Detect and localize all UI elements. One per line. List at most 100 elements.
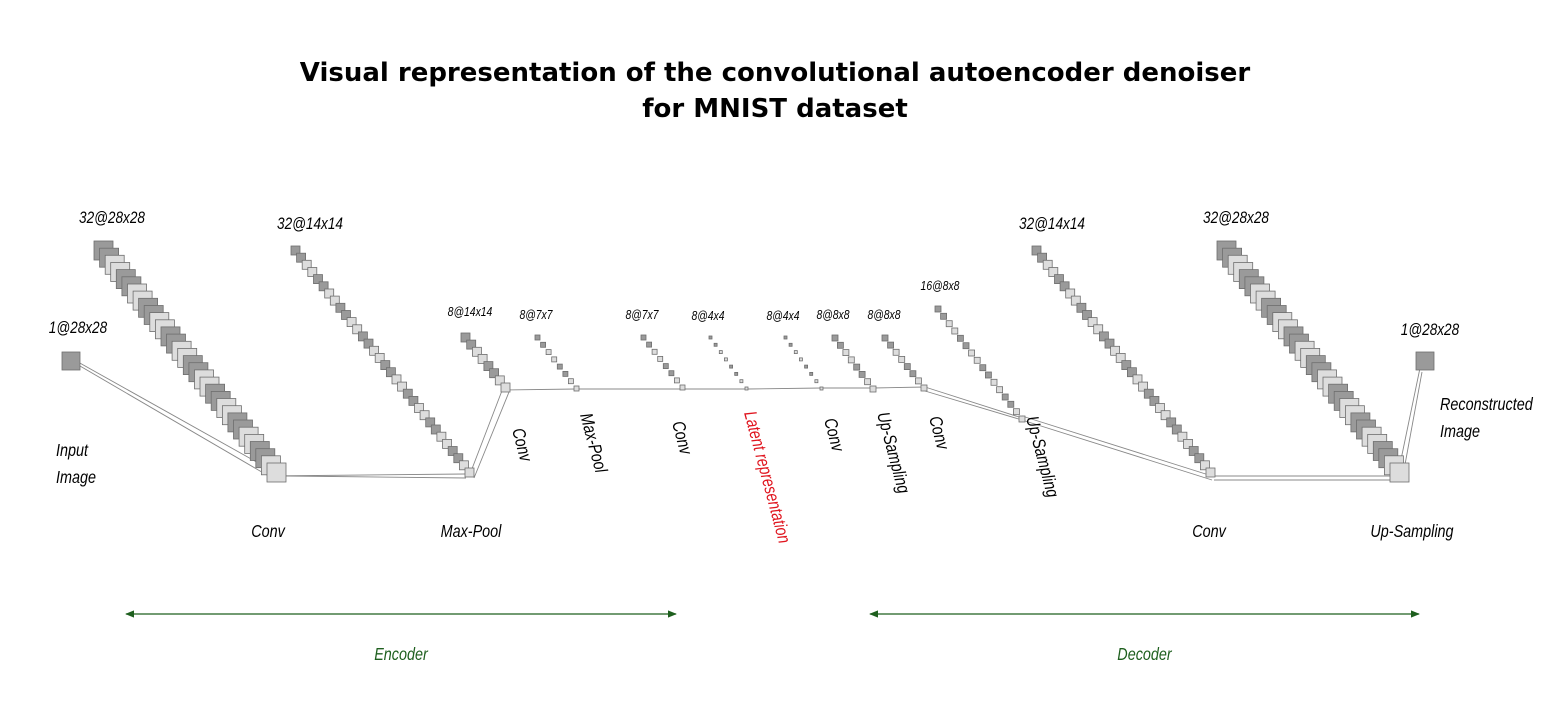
connector-line bbox=[505, 388, 577, 391]
layer-shape-label: 8@8x8 bbox=[816, 308, 849, 322]
feature-map bbox=[1110, 345, 1120, 356]
feature-map bbox=[477, 353, 488, 364]
operation-label-op12: Up-Sampling bbox=[1370, 522, 1453, 542]
connector-line bbox=[872, 386, 926, 389]
feature-map bbox=[573, 385, 580, 392]
connector-line bbox=[1021, 419, 1213, 481]
feature-map bbox=[718, 350, 723, 355]
feature-map bbox=[290, 245, 301, 256]
stack-conv5 bbox=[881, 334, 928, 392]
feature-map bbox=[729, 364, 733, 369]
feature-map bbox=[442, 438, 452, 449]
feature-map bbox=[788, 342, 793, 347]
feature-map bbox=[1037, 252, 1047, 263]
feature-map bbox=[545, 349, 552, 356]
feature-map bbox=[674, 377, 680, 384]
feature-map bbox=[1415, 351, 1435, 371]
feature-map bbox=[724, 357, 728, 362]
operation-label-op4: Max-Pool bbox=[576, 411, 611, 475]
feature-map bbox=[1099, 331, 1109, 342]
feature-map bbox=[414, 403, 424, 413]
feature-map bbox=[996, 386, 1003, 394]
feature-map bbox=[973, 356, 981, 364]
feature-map bbox=[61, 351, 81, 371]
connector-line bbox=[469, 387, 504, 475]
feature-map bbox=[887, 341, 894, 349]
connector-line bbox=[1021, 415, 1213, 477]
feature-map bbox=[853, 363, 861, 371]
feature-map bbox=[307, 267, 318, 277]
feature-map bbox=[979, 364, 987, 372]
feature-map bbox=[494, 375, 505, 386]
feature-map bbox=[858, 370, 866, 378]
layer-shape-label: 1@28x28 bbox=[1401, 321, 1460, 340]
feature-map bbox=[402, 388, 413, 399]
layer-shape-label: 8@8x8 bbox=[867, 308, 900, 322]
feature-map bbox=[460, 332, 471, 343]
feature-map bbox=[489, 368, 500, 379]
feature-map bbox=[657, 355, 664, 362]
feature-map bbox=[1389, 462, 1410, 483]
feature-map bbox=[799, 357, 803, 362]
feature-map bbox=[341, 310, 351, 320]
layer-shape-label: 32@28x28 bbox=[1203, 209, 1269, 228]
stack-latent bbox=[708, 335, 749, 391]
feature-map bbox=[1013, 408, 1020, 416]
operation-label-op6: Latent representation bbox=[740, 409, 794, 545]
feature-map bbox=[734, 371, 739, 376]
feature-map bbox=[804, 364, 808, 369]
feature-map bbox=[793, 350, 798, 355]
feature-map bbox=[1200, 460, 1210, 471]
connector-line bbox=[79, 365, 273, 479]
feature-map bbox=[819, 386, 824, 391]
layer-shape-label: 8@4x4 bbox=[691, 309, 724, 323]
operation-label-op9: Conv bbox=[925, 414, 953, 452]
stack-pool1 bbox=[290, 245, 475, 478]
layer-shape-label: 1@28x28 bbox=[49, 319, 108, 338]
feature-map bbox=[1205, 467, 1216, 478]
feature-map bbox=[679, 384, 686, 391]
feature-map bbox=[301, 259, 312, 270]
feature-map bbox=[744, 386, 749, 391]
feature-map bbox=[447, 446, 458, 456]
feature-map bbox=[352, 324, 363, 335]
feature-map bbox=[864, 378, 871, 386]
diagram-title-line-1: Visual representation of the convolution… bbox=[299, 58, 1251, 88]
connector-line bbox=[267, 473, 466, 477]
feature-map bbox=[945, 320, 953, 328]
feature-map bbox=[357, 331, 368, 342]
feature-map bbox=[458, 460, 469, 471]
feature-map bbox=[1082, 310, 1092, 320]
feature-map bbox=[1042, 259, 1053, 270]
feature-map bbox=[363, 338, 374, 349]
connector-line bbox=[285, 475, 467, 479]
feature-map bbox=[739, 379, 744, 384]
stack-conv6 bbox=[934, 305, 1026, 423]
stack-output bbox=[1415, 351, 1435, 371]
feature-map bbox=[651, 348, 658, 355]
layer-shape-label: 32@14x14 bbox=[1019, 215, 1085, 234]
feature-map bbox=[483, 361, 494, 372]
reconstructed-image-label: Reconstructed bbox=[1440, 395, 1534, 415]
feature-map bbox=[380, 360, 391, 371]
feature-map bbox=[466, 339, 477, 350]
layer-shape-label: 8@14x14 bbox=[448, 305, 493, 319]
operation-label-op1: Conv bbox=[251, 522, 285, 542]
feature-map bbox=[562, 370, 569, 377]
feature-map bbox=[408, 395, 419, 406]
feature-map bbox=[915, 377, 922, 385]
operation-label-op11: Conv bbox=[1192, 522, 1226, 542]
layer-shape-label: 8@4x4 bbox=[766, 309, 799, 323]
feature-map bbox=[329, 295, 340, 306]
feature-map bbox=[1121, 360, 1132, 371]
feature-map bbox=[425, 417, 436, 428]
feature-map bbox=[1093, 324, 1104, 335]
feature-map bbox=[640, 334, 647, 341]
feature-map bbox=[318, 281, 329, 292]
feature-map bbox=[471, 346, 482, 357]
feature-map bbox=[1054, 274, 1064, 285]
feature-map bbox=[464, 467, 475, 478]
stack-conv1 bbox=[93, 240, 287, 483]
feature-map bbox=[369, 345, 380, 356]
diagram-title-line-2: for MNIST dataset bbox=[642, 94, 908, 124]
